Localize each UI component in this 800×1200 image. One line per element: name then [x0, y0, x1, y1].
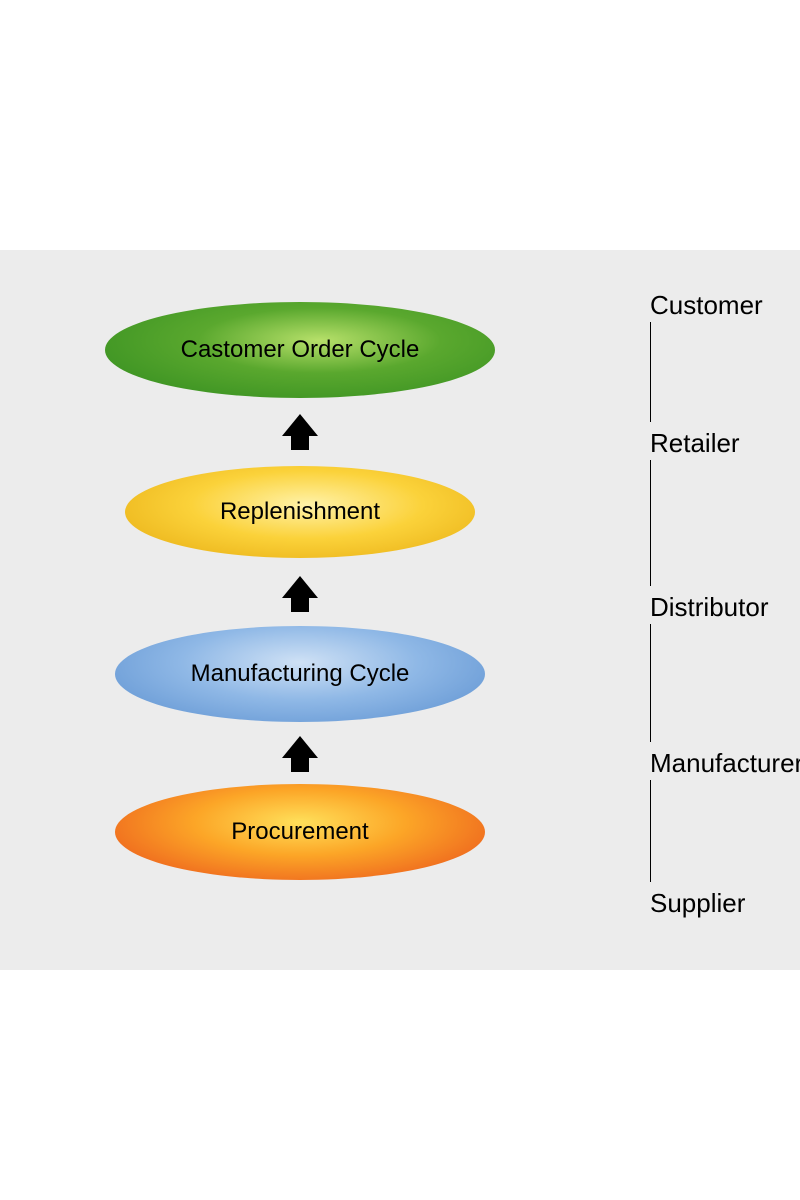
connector-line [650, 624, 651, 742]
ellipse-label: Replenishment [220, 498, 380, 526]
ellipse-label: Castomer Order Cycle [181, 336, 420, 364]
connector-line [650, 322, 651, 422]
side-label-text: Distributor [650, 592, 768, 622]
ellipse-label: Manufacturing Cycle [191, 660, 410, 688]
ellipse-manufacturing: Manufacturing Cycle [115, 626, 485, 722]
side-label-text: Customer [650, 290, 763, 320]
side-label-text: Manufacturer [650, 748, 800, 778]
ellipse-procurement: Procurement [115, 784, 485, 880]
ellipse-label: Procurement [231, 818, 368, 846]
side-label-text: Supplier [650, 888, 745, 918]
ellipse-replenishment: Replenishment [125, 466, 475, 558]
connector-line [650, 460, 651, 586]
ellipse-customer-order: Castomer Order Cycle [105, 302, 495, 398]
connector-line [650, 780, 651, 882]
diagram-canvas: Castomer Order Cycle Replenishment Manuf… [0, 250, 800, 970]
side-label-text: Retailer [650, 428, 740, 458]
